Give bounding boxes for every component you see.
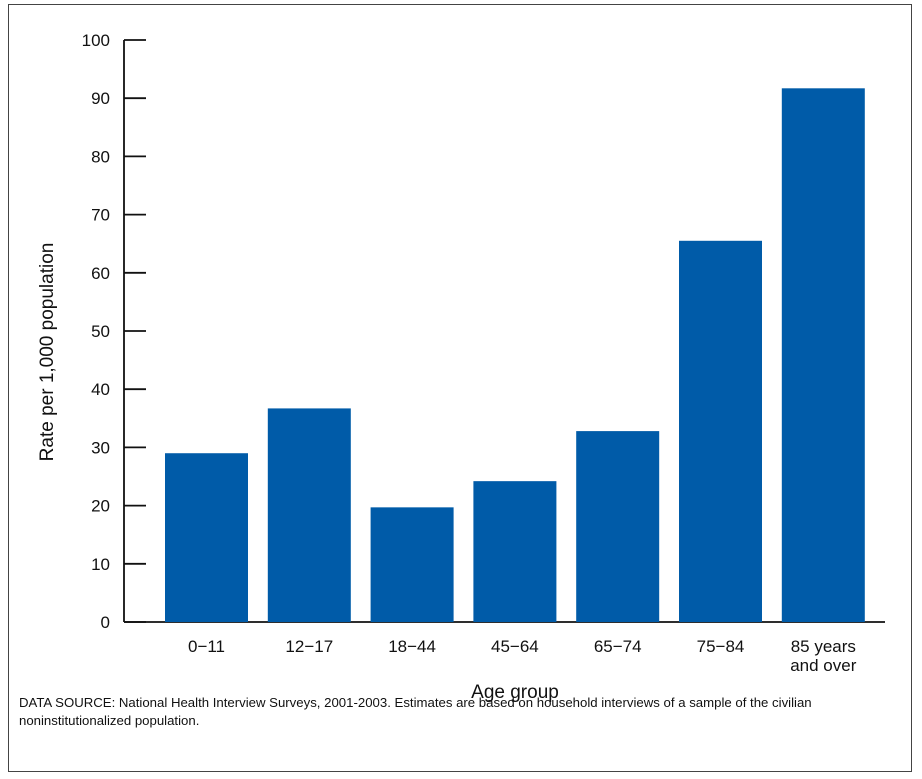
x-tick-label: 12−17	[285, 637, 333, 656]
bar-1	[165, 453, 248, 622]
bar-5	[576, 431, 660, 622]
x-axis-labels: 0−11 12−17 18−44 45−64 65−74 75−84 85 yearsand…	[188, 637, 857, 675]
y-tick-label: 50	[91, 322, 110, 341]
x-tick-label: 85 years	[791, 637, 856, 656]
y-axis: 0 10 20 30 40 50 60 70 80 90 100	[82, 31, 885, 632]
y-tick-label: 30	[91, 438, 110, 457]
bar-3	[370, 507, 454, 622]
x-tick-label: 75−84	[697, 637, 745, 656]
x-tick-label: 45−64	[491, 637, 539, 656]
x-tick-label: 0−11	[188, 637, 225, 656]
x-tick-label: and over	[790, 656, 856, 675]
data-source-note: DATA SOURCE: National Health Interview S…	[19, 695, 812, 728]
y-tick-label: 70	[91, 206, 110, 225]
bar-6	[679, 240, 762, 623]
y-tick-label: 0	[101, 613, 110, 632]
y-tick-label: 40	[91, 380, 110, 399]
x-tick-label: 18−44	[388, 637, 436, 656]
y-tick-label: 20	[91, 497, 110, 516]
y-tick-label: 10	[91, 555, 110, 574]
chart-frame	[8, 4, 912, 772]
bar-7	[781, 88, 865, 622]
bar-4	[473, 481, 557, 622]
y-tick-label: 80	[91, 147, 110, 166]
y-tick-label: 90	[91, 89, 110, 108]
y-tick-label: 100	[82, 31, 110, 50]
y-tick-label: 60	[91, 264, 110, 283]
y-axis-title: Rate per 1,000 population	[37, 243, 58, 462]
x-tick-label: 65−74	[594, 637, 642, 656]
bar-2	[267, 408, 351, 622]
bars	[165, 88, 865, 623]
x-axis-title: Age group	[471, 682, 559, 703]
